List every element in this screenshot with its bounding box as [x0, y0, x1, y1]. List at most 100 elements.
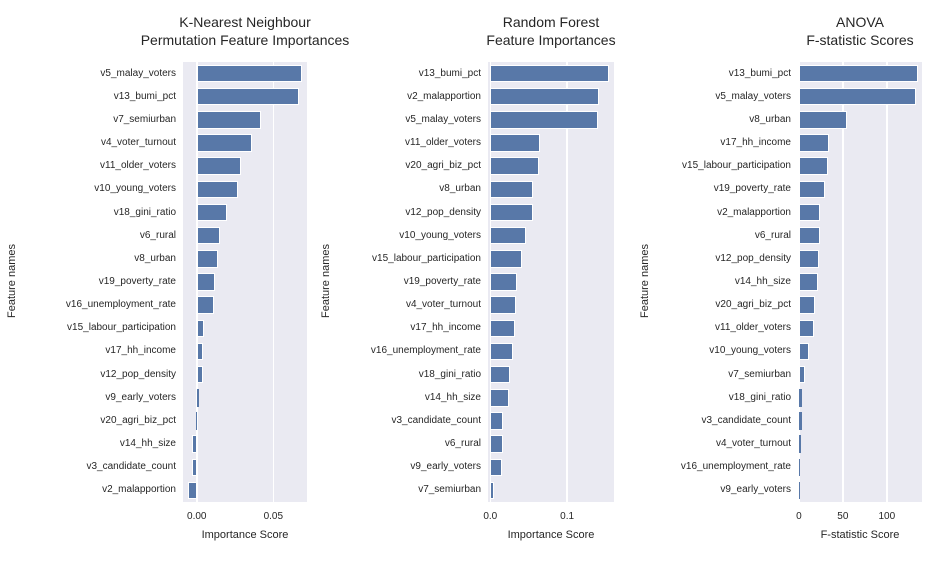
y-tick-label: v16_unemployment_rate [680, 461, 791, 473]
bar-v18_gini_ratio [196, 203, 228, 222]
y-tick-label: v9_early_voters [105, 391, 176, 403]
y-tick-label: v3_candidate_count [391, 414, 481, 426]
y-tick-label: v10_young_voters [709, 345, 791, 357]
bar-v20_agri_biz_pct [490, 157, 540, 175]
gridline [886, 62, 888, 502]
y-tick-label: v3_candidate_count [701, 414, 791, 426]
bar-v8_urban [196, 250, 219, 268]
x-tick-label: 0.1 [560, 511, 575, 522]
bar-v2_malapportion [187, 481, 197, 500]
bar-v3_candidate_count [490, 412, 503, 430]
bar-v5_malay_voters [798, 87, 916, 106]
bar-v18_gini_ratio [798, 389, 802, 407]
y-tick-label: v20_agri_biz_pct [405, 160, 481, 172]
y-tick-label: v6_rural [754, 229, 791, 241]
chart-title-line-2: Feature Importances [486, 32, 616, 49]
bar-v19_poverty_rate [798, 180, 826, 199]
x-tick-label: 0.0 [483, 511, 498, 522]
y-tick-label: v19_poverty_rate [713, 183, 791, 195]
y-tick-label: v17_hh_income [720, 137, 791, 149]
y-tick-label: v12_pop_density [100, 368, 176, 380]
chart-title-line-2: F-statistic Scores [806, 32, 914, 49]
y-tick-label: v19_poverty_rate [403, 276, 481, 287]
bar-v14_hh_size [798, 273, 819, 291]
y-tick-label: v5_malay_voters [405, 113, 481, 125]
bar-v7_semiurban [490, 481, 495, 500]
bar-v13_bumi_pct [196, 87, 300, 106]
y-tick-label: v17_hh_income [105, 345, 176, 357]
x-tick-label: 50 [837, 511, 849, 522]
y-tick-label: v5_malay_voters [715, 90, 791, 102]
y-tick-label: v14_hh_size [119, 438, 176, 450]
y-tick-label: v18_gini_ratio [113, 206, 176, 218]
y-tick-label: v12_pop_density [715, 252, 791, 264]
bar-v13_bumi_pct [798, 64, 918, 83]
y-tick-label: v7_semiurban [113, 113, 176, 125]
bar-v6_rural [798, 226, 820, 245]
bar-v16_unemployment_rate [490, 342, 514, 361]
bar-v20_agri_biz_pct [798, 296, 815, 314]
y-tick-label: v19_poverty_rate [98, 276, 176, 287]
y-tick-label: v13_bumi_pct [113, 90, 176, 102]
chart-title-line-1: K-Nearest Neighbour [179, 14, 311, 30]
bar-v19_poverty_rate [196, 273, 216, 291]
bar-v10_young_voters [490, 226, 527, 245]
plot-area [798, 62, 922, 502]
y-tick-label: v2_malapportion [717, 206, 791, 218]
bar-v14_hh_size [490, 389, 509, 407]
bar-v16_unemployment_rate [196, 296, 214, 314]
bar-v15_labour_participation [798, 157, 828, 175]
bar-v4_voter_turnout [798, 435, 801, 453]
y-tick-label: v4_voter_turnout [405, 299, 481, 311]
gridline [566, 62, 568, 502]
y-tick-label: v9_early_voters [720, 484, 791, 496]
bar-v17_hh_income [798, 134, 829, 152]
bar-v6_rural [490, 435, 503, 453]
y-tick-label: v20_agri_biz_pct [715, 299, 791, 311]
y-tick-label: v16_unemployment_rate [65, 299, 176, 311]
y-tick-label: v18_gini_ratio [728, 391, 791, 403]
bar-v2_malapportion [798, 203, 820, 222]
y-tick-label: v6_rural [139, 229, 176, 241]
bar-v4_voter_turnout [196, 134, 252, 152]
bar-v17_hh_income [490, 319, 515, 338]
y-tick-label: v12_pop_density [405, 206, 481, 218]
y-tick-label: v8_urban [749, 113, 791, 125]
plot-area [488, 62, 614, 502]
y-tick-label: v2_malapportion [407, 90, 481, 102]
y-tick-label: v11_older_voters [100, 160, 176, 172]
y-tick-label: v9_early_voters [410, 461, 481, 473]
x-axis-label: Importance Score [507, 529, 595, 541]
bar-v18_gini_ratio [490, 365, 511, 384]
bar-v12_pop_density [490, 203, 533, 222]
y-tick-label: v14_hh_size [424, 391, 481, 403]
y-tick-label: v10_young_voters [94, 183, 176, 195]
y-tick-label: v4_voter_turnout [100, 137, 176, 149]
bar-v17_hh_income [196, 342, 203, 361]
bar-v13_bumi_pct [490, 64, 610, 83]
chart-title-line-1: Random Forest [502, 14, 600, 30]
bar-v9_early_voters [798, 481, 800, 500]
bar-v5_malay_voters [196, 64, 303, 83]
x-tick-label: 100 [878, 511, 896, 522]
bar-v10_young_voters [196, 180, 239, 199]
x-tick-label: 0 [796, 511, 802, 522]
y-tick-label: v18_gini_ratio [418, 368, 481, 380]
y-tick-label: v15_labour_participation [372, 252, 481, 264]
y-tick-label: v14_hh_size [734, 276, 791, 287]
x-axis-label: Importance Score [201, 529, 289, 541]
gridline [842, 62, 844, 502]
y-tick-label: v5_malay_voters [100, 67, 176, 79]
chart-title: Random Forest Feature Importances [381, 13, 721, 50]
y-tick-label: v4_voter_turnout [715, 438, 791, 450]
chart-title-line-1: ANOVA [836, 14, 884, 30]
bar-v3_candidate_count [192, 458, 197, 476]
y-tick-label: v20_agri_biz_pct [100, 414, 176, 426]
bar-v11_older_voters [196, 157, 242, 175]
y-tick-label: v7_semiurban [418, 484, 481, 496]
bar-v7_semiurban [196, 111, 262, 129]
bar-v9_early_voters [490, 458, 502, 476]
